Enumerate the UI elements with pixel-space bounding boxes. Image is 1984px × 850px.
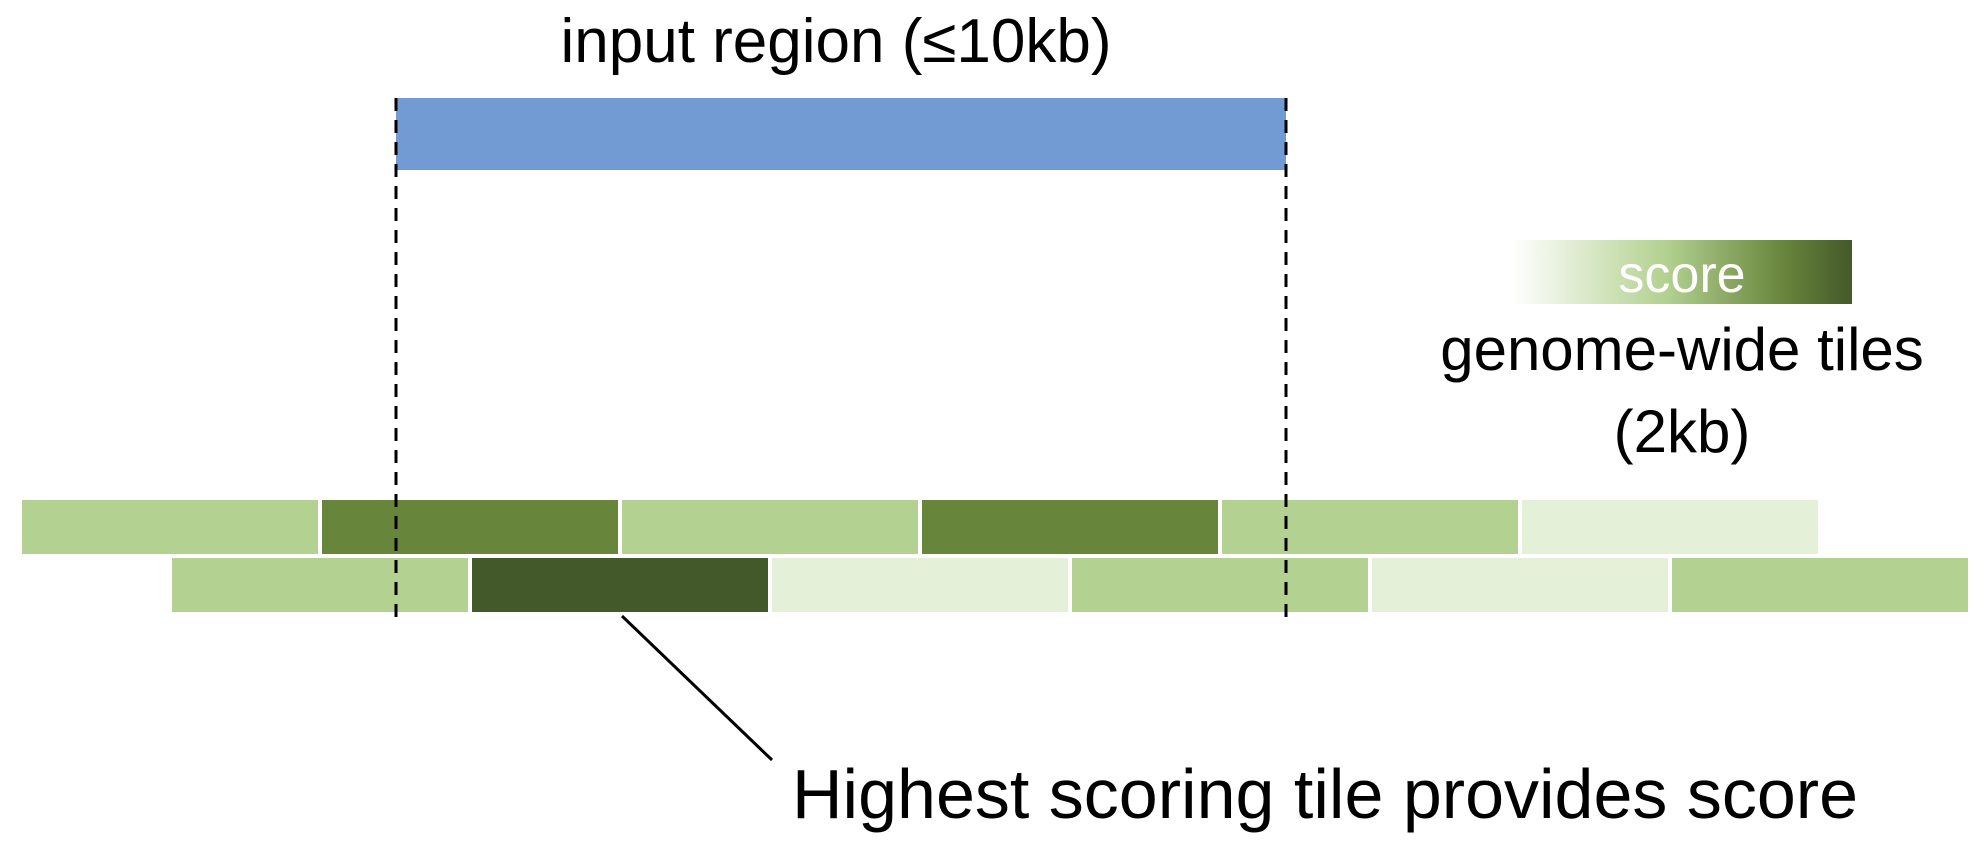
genome-tile [172, 558, 468, 612]
genome-tile [1222, 500, 1518, 554]
legend-title-line1: genome-wide tiles [1440, 316, 1924, 383]
genome-tile [22, 500, 318, 554]
input-region-label: input region (≤10kb) [560, 7, 1111, 76]
input-region-bar [396, 98, 1286, 170]
genome-tile [1072, 558, 1368, 612]
genome-tile [1522, 500, 1818, 554]
genome-tile [622, 500, 918, 554]
genome-tile [1672, 558, 1968, 612]
annotation-label: Highest scoring tile provides score [792, 755, 1858, 833]
genome-tile [322, 500, 618, 554]
score-legend-label: score [1618, 246, 1745, 304]
genome-tile [922, 500, 1218, 554]
tile-row-top [22, 500, 1818, 554]
annotation-pointer-line [620, 614, 774, 762]
tile-row-bottom [172, 558, 1968, 612]
genome-tile [772, 558, 1068, 612]
genome-tile [1372, 558, 1668, 612]
legend-title-line2: (2kb) [1614, 398, 1751, 465]
score-legend-bar [1512, 240, 1852, 304]
genome-tile [472, 558, 768, 612]
